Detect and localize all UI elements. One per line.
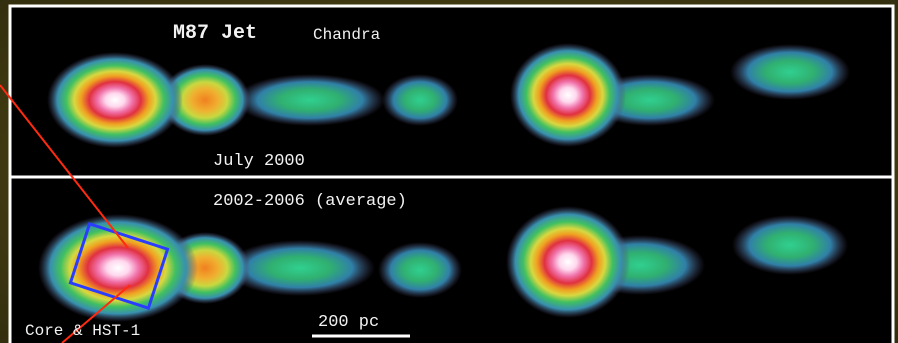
panel-label: July 2000	[213, 152, 305, 171]
region-label: Core & HST-1	[25, 322, 140, 340]
scene: M87 Jet Chandra July 2000 2002-2006 (ave…	[0, 0, 898, 343]
title: M87 Jet	[173, 22, 257, 45]
panel-label: 2002-2006 (average)	[213, 192, 407, 211]
instrument: Chandra	[313, 26, 381, 44]
scale-label: 200 pc	[318, 313, 379, 332]
